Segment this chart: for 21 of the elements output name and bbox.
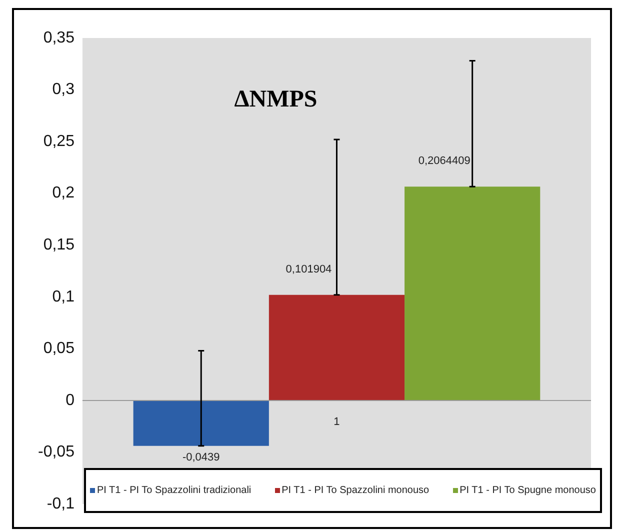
bar bbox=[133, 400, 269, 446]
y-tick-label: 0,3 bbox=[52, 81, 75, 98]
bar bbox=[268, 294, 405, 400]
legend-label: PI T1 - PI To Spazzolini monouso bbox=[280, 485, 430, 496]
y-tick-label: -0,05 bbox=[38, 444, 75, 461]
y-tick-label: 0 bbox=[66, 392, 75, 409]
y-tick-label: 0,2 bbox=[52, 184, 75, 202]
y-tick-label: 0,1 bbox=[52, 288, 75, 306]
x-tick-label: 1 bbox=[334, 416, 340, 428]
data-label: -0,0439 bbox=[182, 451, 220, 464]
data-label: 0,2064409 bbox=[418, 155, 470, 168]
text: ΔNMPS bbox=[234, 86, 318, 112]
data-label: 0,101904 bbox=[286, 263, 332, 276]
legend-label: PI T1 - PI To Spazzolini tradizionali bbox=[96, 485, 252, 496]
y-tick-label: 0,05 bbox=[43, 340, 75, 358]
y-tick-label: 0,25 bbox=[43, 132, 75, 150]
bar bbox=[404, 186, 540, 400]
y-tick-label: 0,15 bbox=[43, 236, 75, 254]
legend-label: PI T1 - PI To Spugne monouso bbox=[458, 485, 596, 496]
y-tick-label: 0,35 bbox=[43, 29, 75, 46]
y-tick-label: -0,1 bbox=[46, 495, 75, 512]
